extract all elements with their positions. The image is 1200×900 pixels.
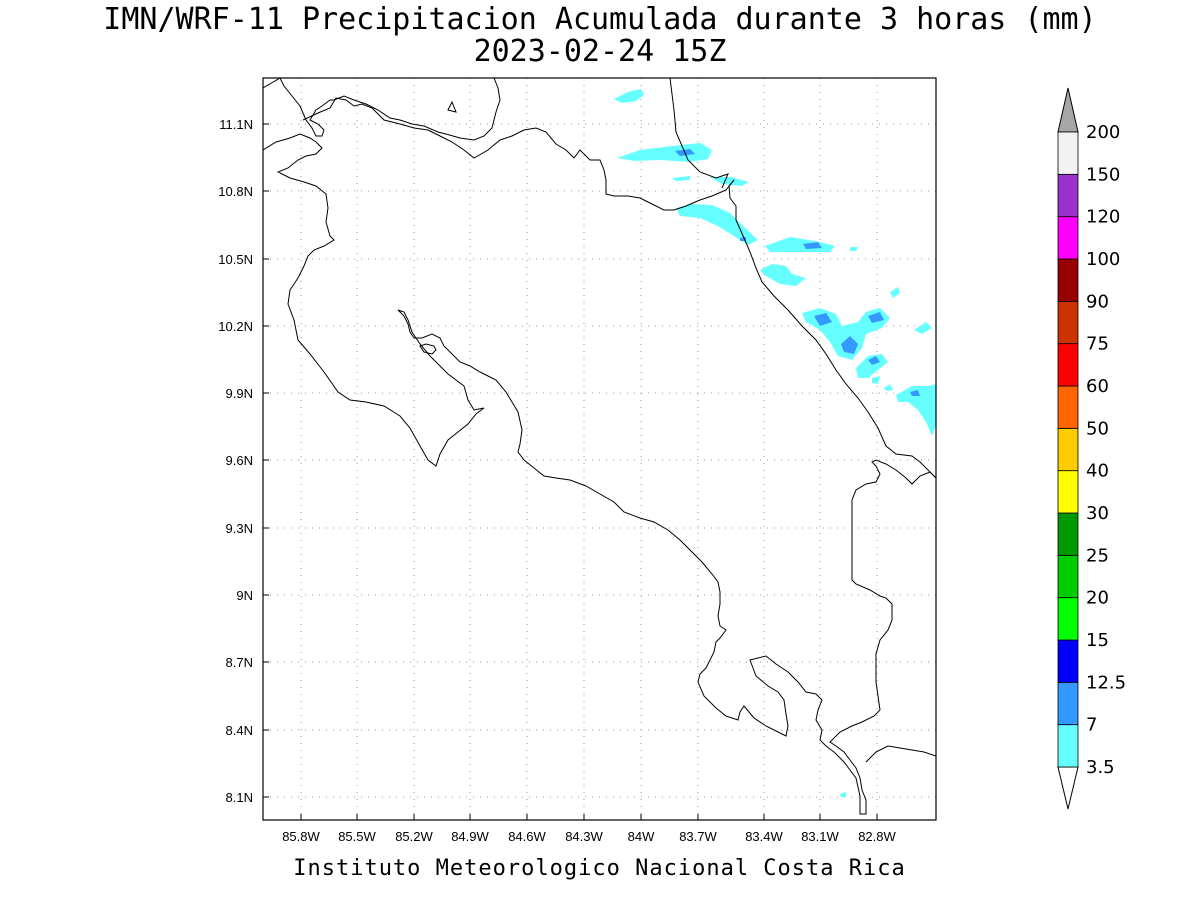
footer-credit: Instituto Meteorologico Nacional Costa R… — [293, 856, 906, 881]
colorbar-label: 3.5 — [1086, 757, 1115, 778]
y-tick-label: 8.7N — [226, 655, 253, 670]
precip-area — [672, 176, 690, 181]
precip-area — [614, 89, 644, 103]
precipitation-areas — [614, 89, 936, 797]
colorbar-label: 12.5 — [1086, 672, 1126, 693]
colorbar-label: 40 — [1086, 461, 1109, 482]
map-frame — [262, 77, 937, 821]
colorbar-label: 50 — [1086, 418, 1109, 439]
colorbar: 3.5 7 12.5 15 20 25 30 40 50 60 75 90 100 120 150 200 — [1057, 87, 1126, 810]
map-title: IMN/WRF-11 Precipitacion Acumulada duran… — [103, 2, 1097, 37]
coastlines — [263, 78, 936, 815]
caribbean-coast — [728, 179, 936, 479]
colorbar-segment — [1057, 300, 1079, 345]
x-tick-label: 85.8W — [282, 829, 320, 844]
y-tick-label: 9.6N — [226, 453, 253, 468]
y-tick-label: 8.1N — [226, 790, 253, 805]
x-tick-label: 83.7W — [679, 829, 717, 844]
colorbar-segment — [1057, 427, 1079, 472]
y-tick-label: 9.9N — [226, 386, 253, 401]
x-tick-label: 83.4W — [745, 829, 783, 844]
colorbar-segment — [1057, 554, 1079, 599]
colorbar-label: 30 — [1086, 503, 1109, 524]
y-tick-label: 9.3N — [226, 521, 253, 536]
colorbar-segment — [1057, 724, 1079, 768]
precip-area — [856, 354, 888, 378]
precip-area — [910, 390, 920, 396]
colorbar-label: 120 — [1086, 207, 1120, 228]
y-tick-label: 10.8N — [218, 184, 253, 199]
colorbar-label: 150 — [1086, 164, 1120, 185]
colorbar-segment — [1057, 681, 1079, 726]
colorbar-segment — [1057, 216, 1079, 260]
precip-area — [760, 264, 806, 286]
map-valid-time: 2023-02-24 15Z — [473, 34, 727, 69]
precip-area — [890, 287, 900, 298]
panama-coast — [865, 745, 936, 763]
precip-light-areas — [614, 89, 936, 797]
x-tick-label: 84.6W — [508, 829, 546, 844]
precip-area — [841, 336, 858, 354]
precip-area — [710, 177, 749, 186]
x-tick-label: 82.8W — [858, 829, 896, 844]
x-tick-label: 85.2W — [395, 829, 433, 844]
map-grid — [263, 78, 936, 820]
x-tick-label: 84W — [628, 829, 655, 844]
precip-area — [814, 313, 832, 326]
island-chira — [419, 343, 437, 355]
nicaragua-border — [302, 97, 735, 211]
x-tick-labels: 85.8W 85.5W 85.2W 84.9W 84.6W 84.3W 84W 83.7W 83… — [282, 814, 897, 844]
colorbar-label: 7 — [1086, 715, 1097, 736]
colorbar-label: 200 — [1086, 122, 1120, 143]
x-tick-label: 84.3W — [565, 829, 603, 844]
y-tick-label: 9N — [236, 588, 253, 603]
x-tick-label: 84.9W — [451, 829, 489, 844]
x-tick-label: 83.1W — [801, 829, 839, 844]
colorbar-bottom-arrow — [1057, 766, 1079, 810]
colorbar-top-arrow — [1057, 87, 1079, 133]
colorbar-label: 100 — [1086, 249, 1120, 270]
colorbar-label: 15 — [1086, 630, 1109, 651]
y-tick-label: 8.4N — [226, 723, 253, 738]
colorbar-segment — [1057, 597, 1079, 641]
colorbar-segment — [1057, 258, 1079, 302]
colorbar-label: 75 — [1086, 334, 1109, 355]
precip-area — [840, 792, 846, 797]
pacific-coast-north — [263, 78, 501, 141]
colorbar-label: 20 — [1086, 588, 1109, 609]
colorbar-segment — [1057, 343, 1079, 387]
colorbar-label: 60 — [1086, 376, 1109, 397]
nicaragua-coast — [669, 78, 729, 189]
colorbar-segment — [1057, 512, 1079, 556]
precip-area — [868, 356, 880, 365]
colorbar-segment — [1057, 173, 1079, 218]
precip-area — [884, 384, 893, 391]
precip-area — [896, 384, 936, 436]
colorbar-segment — [1057, 131, 1079, 175]
precip-area — [914, 322, 932, 334]
colorbar-segment — [1057, 470, 1079, 514]
precip-area — [765, 237, 835, 252]
colorbar-segment — [1057, 639, 1079, 683]
colorbar-label: 25 — [1086, 545, 1109, 566]
precip-area — [850, 247, 858, 251]
x-tick-label: 85.5W — [338, 829, 376, 844]
y-tick-label: 10.5N — [218, 252, 253, 267]
island-north — [447, 100, 457, 113]
precip-area — [803, 242, 822, 249]
nicoya-coast — [263, 133, 936, 815]
colorbar-segment — [1057, 385, 1079, 429]
precip-area — [676, 204, 758, 245]
colorbar-label: 90 — [1086, 291, 1109, 312]
y-tick-label: 11.1N — [219, 117, 253, 132]
y-tick-labels: 11.1N 10.8N 10.5N 10.2N 9.9N 9.6N 9.3N 9N 8.7N 8.… — [218, 117, 269, 805]
y-tick-label: 10.2N — [218, 319, 253, 334]
precip-area — [872, 376, 880, 384]
precip-area — [868, 312, 884, 323]
precip-area — [617, 143, 712, 162]
